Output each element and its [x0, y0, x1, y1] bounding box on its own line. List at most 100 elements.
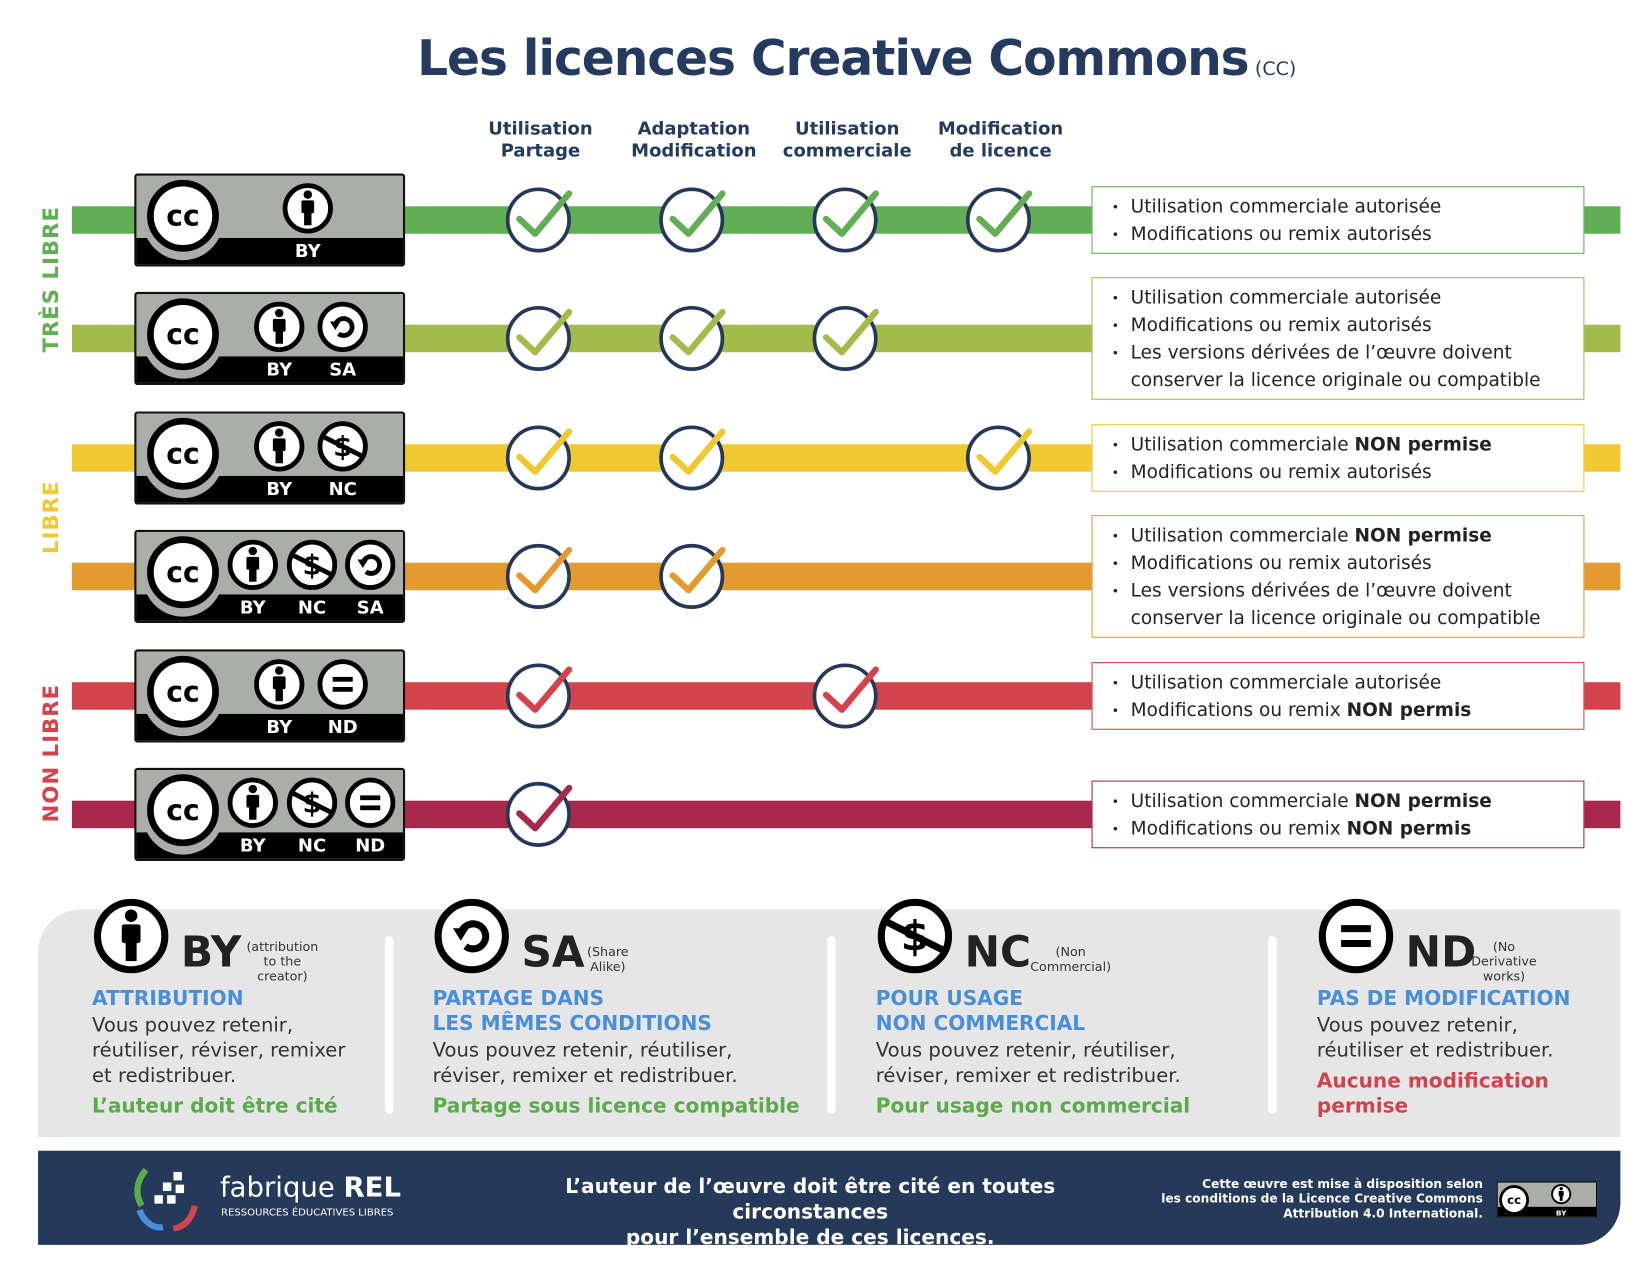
text-segment: Modifications ou remix [1130, 818, 1347, 840]
bullet-item: • Utilisation commerciale NON permise [1112, 523, 1584, 551]
bullet-dot: • [1111, 794, 1120, 810]
cc-icon [146, 297, 220, 371]
divider [827, 936, 836, 1114]
check-icon [505, 187, 573, 253]
module-label: BY [266, 479, 293, 501]
bullet-item: • Les versions dérivées de l’œuvre doiven… [1112, 578, 1584, 633]
bullet-dot: • [1111, 199, 1120, 215]
bullet-dot: • [1111, 345, 1120, 361]
feature-code: NC [964, 928, 1032, 978]
bullet-text: Les versions dérivées de l’œuvre doivent… [1131, 340, 1575, 395]
text-segment: Les versions dérivées de l’œuvre doivent… [1130, 580, 1541, 630]
cc-by-badge[interactable]: BY [1496, 1181, 1598, 1218]
title-text: Les licences Creative Commons [417, 29, 1250, 87]
license-badge-by-nc-sa: BY NC SA [134, 529, 406, 623]
text-segment: Utilisation commerciale [1130, 434, 1355, 456]
cc-icon [146, 417, 220, 491]
check-icon [659, 425, 726, 491]
license-notice: Cette œuvre est mise à disposition selon… [1161, 1176, 1483, 1221]
brand-subtitle: RESSOURCES ÉDUCATIVES LIBRES [221, 1206, 394, 1219]
text-segment: Utilisation commerciale [1130, 791, 1355, 813]
bullet-dot: • [1111, 821, 1120, 837]
module-label: ND [327, 717, 358, 739]
check-icon [659, 543, 726, 609]
feature-conclusion: Aucune modification permise [1316, 1069, 1549, 1118]
bullet-item: • Modifications ou remix autorisés [1112, 312, 1584, 340]
by-icon [1551, 1184, 1572, 1205]
bullet-dot: • [1111, 675, 1120, 691]
feature-conclusion: L’auteur doit être cité [92, 1094, 338, 1118]
feature-heading: POUR USAGE NON COMMERCIAL [875, 986, 1086, 1036]
bullet-item: • Utilisation commerciale autorisée [1112, 670, 1584, 698]
nd-icon [344, 776, 397, 829]
nc-icon [286, 538, 339, 591]
check-icon [812, 663, 879, 729]
module-label: BY [266, 359, 293, 381]
column-header-commercial: Utilisation commerciale [782, 118, 912, 162]
check-icon [812, 305, 879, 371]
text-segment: Modifications ou remix autorisés [1130, 462, 1432, 484]
column-header-relicense: Modification de licence [937, 118, 1064, 162]
bullet-text: Modifications ou remix NON permis [1131, 815, 1472, 843]
nd-icon [1317, 897, 1395, 975]
feature-code: ND [1405, 928, 1477, 978]
module-label: ND [355, 835, 386, 857]
module-label: NC [328, 479, 357, 501]
by-icon [253, 658, 306, 711]
module-label: BY [239, 835, 266, 857]
check-icon [505, 425, 573, 491]
feature-code: BY [180, 928, 242, 978]
feature-description: Vous pouvez retenir, réutiliser, réviser,… [875, 1039, 1181, 1088]
module-label: NC [297, 835, 327, 857]
category-label-libre: LIBRE [38, 480, 64, 554]
sa-icon [316, 300, 369, 353]
bullet-item: • Modifications ou remix NON permis [1112, 697, 1584, 725]
bullet-text: Utilisation commerciale NON permise [1131, 432, 1492, 460]
divider [385, 936, 394, 1114]
check-icon [965, 187, 1033, 253]
feature-note: (attribution to the creator) [246, 939, 319, 984]
bullet-item: • Les versions dérivées de l’œuvre doiven… [1112, 340, 1584, 395]
feature-note: (Non Commercial) [1030, 944, 1112, 975]
license-badge-by-nc-nd: BY NC ND [134, 767, 406, 861]
divider [1268, 936, 1277, 1114]
license-description: • Utilisation commerciale autorisée • Modif… [1091, 186, 1585, 254]
sa-icon [344, 538, 397, 591]
text-segment: Utilisation commerciale autorisée [1130, 672, 1442, 694]
nc-icon [316, 420, 369, 473]
text-segment: Utilisation commerciale autorisée [1130, 196, 1442, 218]
bullet-dot: • [1111, 583, 1120, 599]
bullet-text: Modifications ou remix autorisés [1131, 312, 1432, 340]
bullet-item: • Utilisation commerciale autorisée [1112, 194, 1584, 222]
module-label: BY [266, 717, 293, 739]
module-label: SA [329, 359, 357, 381]
bullet-item: • Utilisation commerciale autorisée [1112, 285, 1584, 313]
footer-message: L’auteur de l’œuvre doit être cité en to… [565, 1175, 1056, 1250]
column-header-sharing: Utilisation Partage [488, 118, 593, 162]
license-description: • Utilisation commerciale autorisée • Modif… [1091, 662, 1585, 730]
footer: fabrique REL RESSOURCES ÉDUCATIVES LIBRE… [38, 1150, 1621, 1249]
bullet-text: Modifications ou remix autorisés [1131, 550, 1432, 578]
bullet-item: • Modifications ou remix autorisés [1112, 550, 1584, 578]
feature-description: Vous pouvez retenir, réutiliser, réviser,… [432, 1039, 738, 1088]
bullet-text: Utilisation commerciale NON permise [1131, 523, 1492, 551]
by-icon [253, 420, 306, 473]
cc-icon [146, 773, 220, 847]
emphasis-text: NON permise [1354, 525, 1492, 547]
text-segment: Modifications ou remix autorisés [1130, 224, 1432, 246]
feature-description: Vous pouvez retenir, réutiliser, réviser,… [92, 1014, 346, 1088]
bullet-dot: • [1111, 556, 1120, 572]
license-badge-by-sa: BY SA [134, 291, 406, 386]
license-description: • Utilisation commerciale autorisée • Modif… [1091, 277, 1585, 400]
bullet-text: Les versions dérivées de l’œuvre doivent… [1131, 578, 1575, 633]
bullet-text: Utilisation commerciale autorisée [1131, 285, 1442, 313]
check-icon [659, 305, 726, 371]
check-icon [965, 425, 1033, 491]
feature-note: (No Derivative works) [1471, 939, 1537, 984]
check-icon [505, 663, 573, 729]
bullet-item: • Modifications ou remix autorisés [1112, 221, 1584, 249]
by-icon [253, 300, 306, 353]
emphasis-text: NON permise [1354, 791, 1492, 813]
bullet-dot: • [1111, 290, 1120, 306]
